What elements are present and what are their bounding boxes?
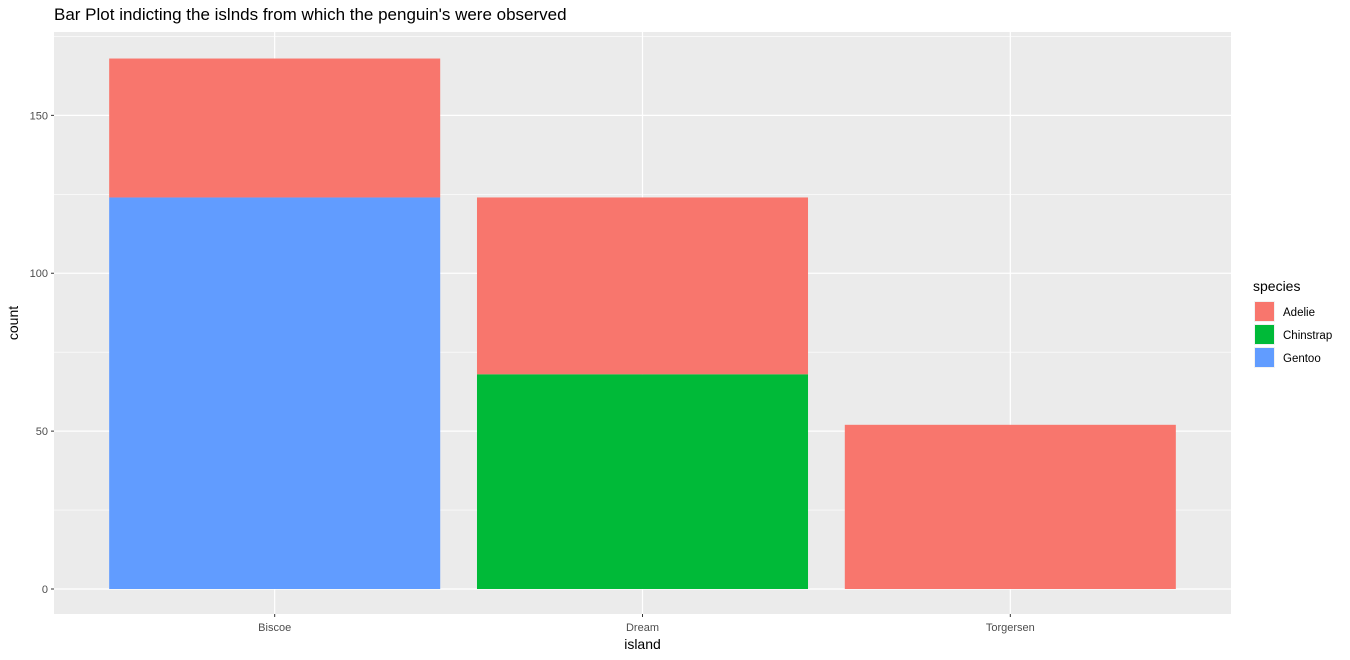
bar-biscoe-gentoo — [109, 197, 441, 589]
y-tick-label: 150 — [30, 110, 48, 122]
bar-biscoe-adelie — [109, 58, 441, 198]
y-axis: 0 50 100 150 — [30, 110, 54, 596]
legend-label-adelie: Adelie — [1283, 307, 1315, 319]
legend-swatch-gentoo — [1255, 348, 1274, 367]
y-tick-label: 0 — [42, 584, 48, 596]
bar-torgersen-adelie — [844, 424, 1176, 589]
bar-dream-chinstrap — [476, 374, 809, 589]
bars — [109, 58, 1176, 589]
bar-dream-adelie — [476, 197, 809, 375]
x-tick-label-biscoe: Biscoe — [258, 622, 291, 634]
legend-swatch-chinstrap — [1255, 325, 1274, 344]
chart-title: Bar Plot indicting the islnds from which… — [54, 5, 567, 24]
x-tick-label-dream: Dream — [626, 622, 659, 634]
legend: species Adelie Chinstrap Gentoo — [1253, 278, 1332, 368]
y-axis-title: count — [5, 306, 21, 340]
y-tick-label: 50 — [36, 426, 48, 438]
x-tick-label-torgersen: Torgersen — [986, 622, 1035, 634]
legend-label-gentoo: Gentoo — [1283, 353, 1321, 365]
legend-items: Adelie Chinstrap Gentoo — [1254, 301, 1332, 368]
x-axis-title: island — [624, 636, 661, 652]
y-tick-label: 100 — [30, 268, 48, 280]
legend-title: species — [1253, 278, 1300, 294]
x-axis: Biscoe Dream Torgersen — [258, 614, 1035, 634]
legend-swatch-adelie — [1255, 302, 1274, 321]
legend-label-chinstrap: Chinstrap — [1283, 330, 1332, 342]
